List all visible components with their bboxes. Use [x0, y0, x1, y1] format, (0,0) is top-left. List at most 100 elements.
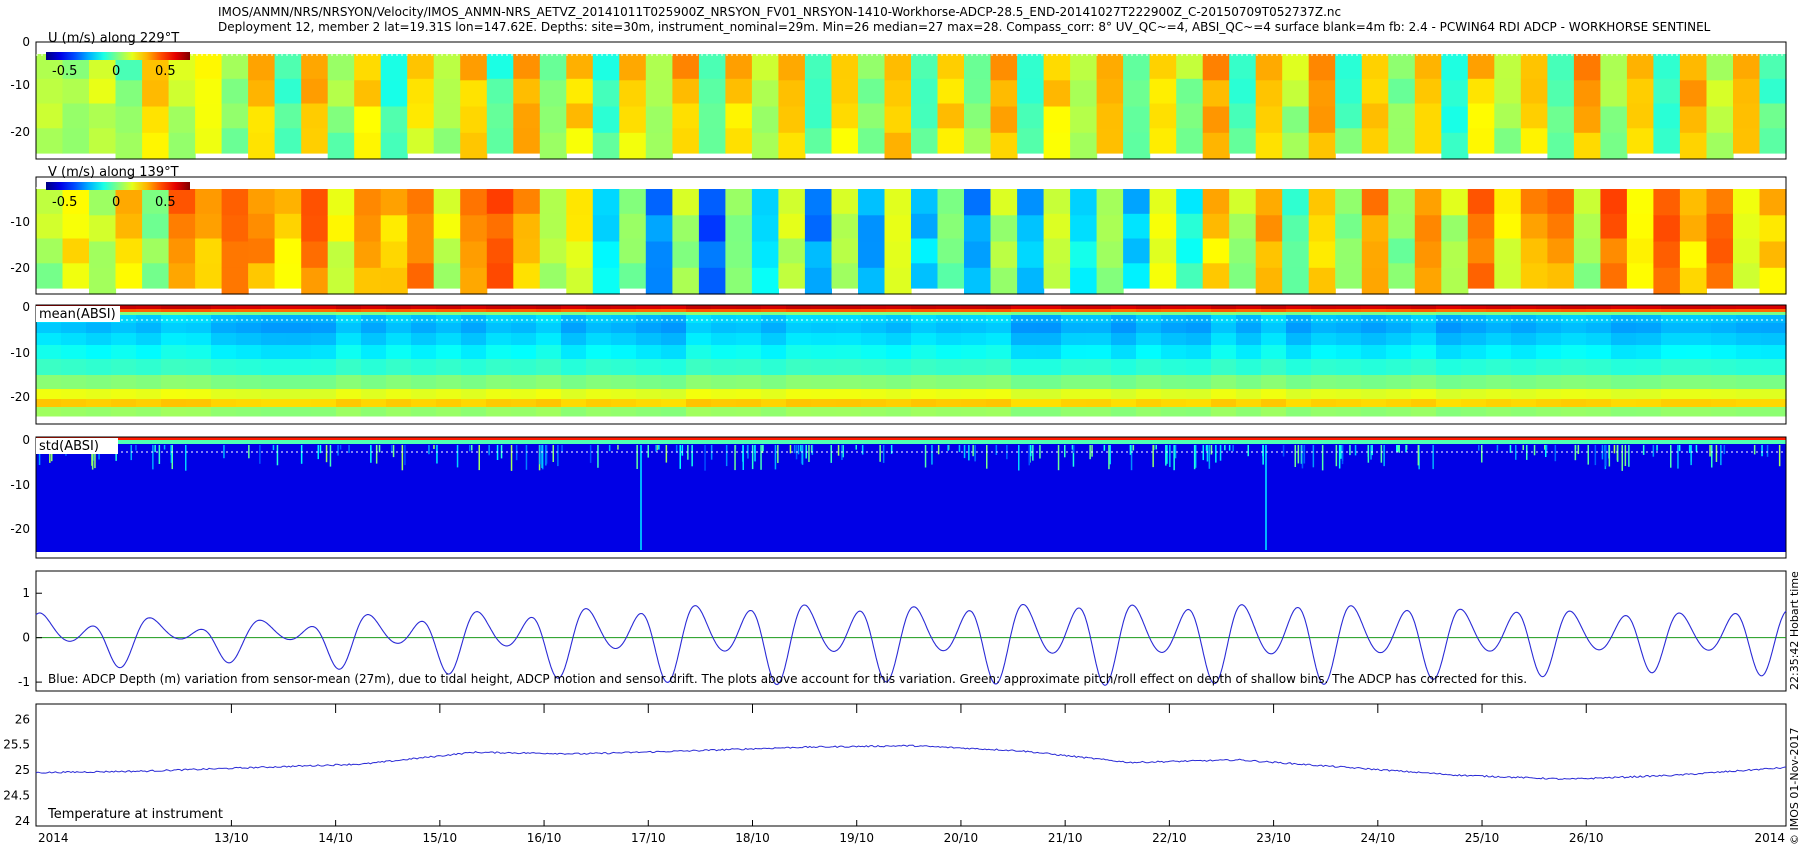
std-absi-streak — [1072, 445, 1075, 467]
mean-absi-cell — [1511, 315, 1537, 324]
v-heat-cell — [1759, 267, 1787, 295]
std-absi-streak — [515, 445, 518, 461]
std-absi-streak — [401, 445, 404, 471]
mean-absi-cell — [711, 345, 737, 360]
mean-absi-cell — [1661, 389, 1687, 400]
mean-absi-cell — [1536, 323, 1562, 334]
mean-absi-cell — [361, 315, 387, 324]
std-absi-streak — [319, 445, 322, 454]
std-absi-streak — [861, 445, 864, 455]
v-heat-cell — [1626, 238, 1654, 264]
v-heat-cell — [1017, 241, 1045, 269]
mean-absi-cell — [1361, 312, 1387, 316]
u-heat-cell — [1467, 78, 1495, 105]
mean-absi-cell — [1436, 323, 1462, 334]
u-heat-cell — [1441, 54, 1469, 81]
mean-absi-cell — [986, 315, 1012, 324]
mean-absi-cell — [536, 312, 562, 316]
v-heat-cell — [380, 241, 408, 269]
v-heat-cell — [115, 213, 143, 240]
mean-absi-cell — [286, 323, 312, 334]
mean-absi-cell — [1586, 407, 1612, 417]
mean-absi-cell — [1411, 375, 1437, 390]
mean-absi-cell — [286, 309, 312, 313]
mean-absi-cell — [1386, 305, 1412, 310]
mean-absi-cell — [361, 359, 387, 376]
mean-absi-cell — [536, 399, 562, 408]
v-heat-cell — [911, 213, 939, 240]
v-heat-cell — [327, 267, 355, 295]
v-heat-cell — [1202, 213, 1230, 240]
v-heat-cell — [884, 241, 912, 269]
u-heat-cell — [911, 103, 939, 129]
mean-absi-cell — [986, 399, 1012, 408]
u-heat-cell — [831, 103, 859, 129]
v-ytick-20: -20 — [10, 261, 30, 275]
mean-absi-cell — [636, 312, 662, 316]
v-panel-frame — [35, 176, 1787, 295]
u-heat-cell — [884, 106, 912, 134]
v-heat-cell — [645, 215, 673, 243]
mean-absi-cell — [636, 389, 662, 400]
mean-absi-cell — [1261, 315, 1287, 324]
mean-absi-cell — [61, 375, 87, 390]
std-absi-streak — [1709, 445, 1711, 457]
v-heat-cell — [142, 238, 170, 264]
mean-absi-cell — [1061, 399, 1087, 408]
u-heat-cell — [1149, 128, 1177, 154]
mean-absi-cell — [886, 315, 912, 324]
std-absi-streak — [742, 445, 744, 462]
std-absi-streak — [171, 445, 173, 470]
mean-absi-cell — [211, 309, 237, 313]
mean-absi-cell — [686, 333, 712, 346]
v-heat-cell — [1202, 189, 1230, 215]
mean-absi-cell — [1336, 305, 1362, 310]
std-absi-streak — [1202, 445, 1204, 461]
u-heat-cell — [566, 54, 594, 80]
mean-absi-cell — [836, 323, 862, 334]
v-heat-cell — [1229, 213, 1257, 240]
mean-absi-cell — [1161, 389, 1187, 400]
v-heat-cell — [36, 263, 64, 289]
mean-absi-cell — [611, 345, 637, 360]
u-heat-cell — [380, 132, 408, 160]
v-heat-cell — [566, 189, 594, 216]
mean-absi-cell — [761, 345, 787, 360]
v-heat-cell — [1070, 267, 1098, 295]
mean-absi-cell — [961, 375, 987, 390]
mean-absi-cell — [1711, 315, 1737, 324]
mean-absi-cell — [211, 399, 237, 408]
u-heat-cell — [1017, 78, 1045, 105]
v-heat-cell — [274, 213, 302, 240]
mean-absi-cell — [586, 389, 612, 400]
u-heat-cell — [1282, 54, 1310, 81]
v-heat-cell — [937, 263, 965, 289]
v-heat-cell — [1202, 238, 1230, 264]
mean-absi-cell — [1436, 359, 1462, 376]
u-heat-cell — [380, 80, 408, 108]
v-heat-cell — [62, 189, 90, 215]
mean-absi-cell — [136, 323, 162, 334]
u-heat-cell — [1706, 54, 1734, 81]
mean-absi-cell — [561, 399, 587, 408]
u-heat-cell — [592, 80, 620, 108]
v-heat-cell — [89, 267, 117, 295]
mean-absi-cell — [311, 407, 337, 417]
u-heat-cell — [645, 132, 673, 160]
v-heat-cell — [911, 238, 939, 264]
u-heat-cell — [1679, 80, 1707, 108]
mean-absi-cell — [1286, 312, 1312, 316]
mean-absi-cell — [536, 315, 562, 324]
mean-absi-cell — [1236, 315, 1262, 324]
mean-absi-cell — [86, 399, 112, 408]
u-heat-cell — [1706, 106, 1734, 134]
mean-absi-cell — [1136, 305, 1162, 310]
std-absi-streak — [1577, 445, 1580, 454]
mean-absi-cell — [1461, 407, 1487, 417]
v-heat-cell — [36, 189, 64, 215]
u-heat-cell — [1096, 78, 1124, 105]
mean-absi-cell — [1436, 399, 1462, 408]
mean-absi-cell — [836, 359, 862, 376]
v-heat-cell — [619, 189, 647, 215]
mean-absi-cell — [1561, 389, 1587, 400]
